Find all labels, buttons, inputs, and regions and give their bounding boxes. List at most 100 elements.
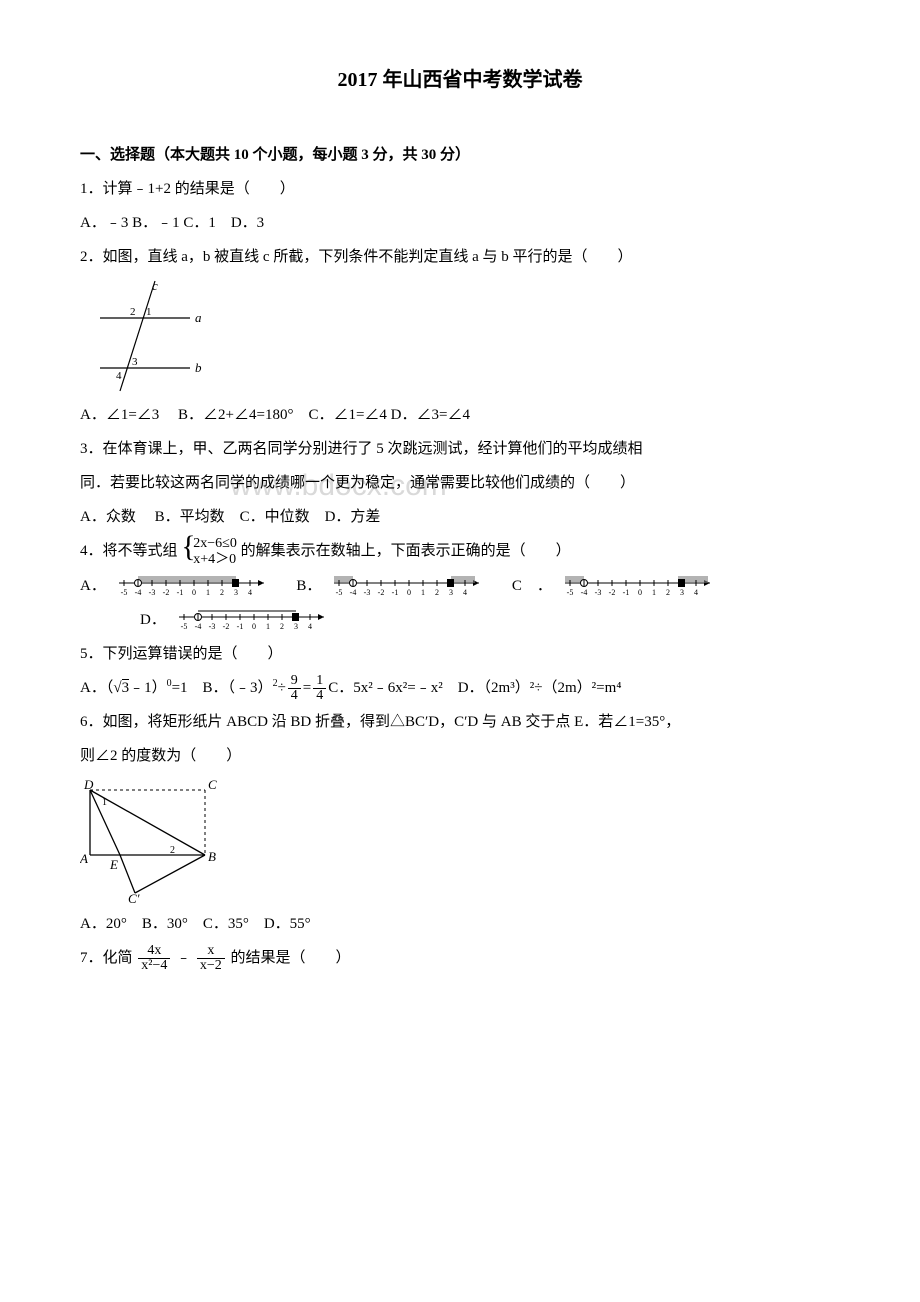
svg-text:-1: -1 (236, 622, 243, 631)
q4-opt-b-label: B． (296, 578, 321, 594)
svg-text:4: 4 (694, 588, 698, 597)
svg-text:-4: -4 (350, 588, 357, 597)
svg-text:-2: -2 (608, 588, 615, 597)
q5-stem: 5．下列运算错误的是（ ） (80, 639, 840, 669)
fold-rectangle-icon: D C A B E C′ 1 2 (80, 775, 230, 905)
sqrt3: 3 (122, 679, 130, 696)
q5-options: A．（√3﹣1）0=1 B．（﹣3）2÷94=14C．5x²﹣6x²=﹣x² D… (80, 673, 840, 703)
section-heading: 一、选择题（本大题共 10 个小题，每小题 3 分，共 30 分） (80, 140, 840, 170)
label-D: D (83, 777, 94, 792)
svg-text:-3: -3 (148, 588, 155, 597)
q2-figure: c a b 1 2 3 4 (80, 276, 840, 396)
frac-4x-x2-4: 4xx²−4 (138, 944, 170, 973)
svg-text:0: 0 (407, 588, 411, 597)
q6-stem-line2: 则∠2 的度数为（ ） (80, 741, 840, 771)
frac-1-4: 14 (313, 674, 326, 703)
numberline-b-icon: -5 -4 -3 -2 -1 0 1 2 3 4 (329, 573, 489, 601)
q4-opt-d-label: D． (140, 612, 166, 628)
q1-options: A．﹣3 B．﹣1 C．1 D．3 (80, 208, 840, 238)
q7-pre: 7．化简 (80, 950, 133, 966)
q3-stem-line2-text: 同．若要比较这两名同学的成绩哪一个更为稳定，通常需要比较他们成绩的（ ） (80, 475, 635, 491)
q7-post: 的结果是（ ） (231, 950, 351, 966)
svg-text:-5: -5 (336, 588, 343, 597)
svg-text:4: 4 (308, 622, 312, 631)
q4-options-row2: D． -5 -4 -3 -2 -1 0 1 2 3 4 (80, 605, 840, 635)
svg-text:-5: -5 (120, 588, 127, 597)
q4-stem: 4．将不等式组 2x−6≤0 x+4＞0 的解集表示在数轴上，下面表示正确的是（… (80, 536, 840, 567)
q3-options: A．众数 B．平均数 C．中位数 D．方差 (80, 502, 840, 532)
sys-row2: x+4＞0 (193, 552, 237, 567)
q4-stem-post: 的解集表示在数轴上，下面表示正确的是（ ） (241, 543, 571, 559)
label-C: C (208, 777, 217, 792)
label-4: 4 (116, 370, 122, 382)
svg-text:3: 3 (449, 588, 453, 597)
svg-text:1: 1 (266, 622, 270, 631)
label-B: B (208, 849, 216, 864)
svg-text:2: 2 (220, 588, 224, 597)
q6-figure: D C A B E C′ 1 2 (80, 775, 840, 905)
label-A: A (80, 851, 88, 866)
q5-a-mid: ﹣1） (129, 680, 167, 696)
svg-text:0: 0 (638, 588, 642, 597)
svg-text:3: 3 (680, 588, 684, 597)
q1-stem: 1．计算﹣1+2 的结果是（ ） (80, 174, 840, 204)
q4-stem-pre: 4．将不等式组 (80, 543, 178, 559)
q6-stem-line1: 6．如图，将矩形纸片 ABCD 沿 BD 折叠，得到△BC′D，C′D 与 AB… (80, 707, 840, 737)
svg-text:-2: -2 (162, 588, 169, 597)
svg-text:-2: -2 (378, 588, 385, 597)
svg-text:2: 2 (435, 588, 439, 597)
q4-options-row1: A． -5 -4 -3 -2 -1 0 1 2 3 4 B． -5 -4 -3 -2 -1 0 1 2 3 4 C … (80, 571, 840, 601)
page-title: 2017 年山西省中考数学试卷 (80, 60, 840, 100)
svg-text:-4: -4 (134, 588, 141, 597)
svg-text:2: 2 (280, 622, 284, 631)
q6-options: A．20° B．30° C．35° D．55° (80, 909, 840, 939)
label-Cprime: C′ (128, 891, 140, 905)
svg-text:-1: -1 (392, 588, 399, 597)
label-angle1: 1 (102, 797, 107, 808)
svg-text:1: 1 (421, 588, 425, 597)
q4-opt-a-label: A． (80, 578, 106, 594)
svg-text:-1: -1 (622, 588, 629, 597)
q2-stem: 2．如图，直线 a，b 被直线 c 所截，下列条件不能判定直线 a 与 b 平行… (80, 242, 840, 272)
svg-text:3: 3 (294, 622, 298, 631)
sys-row1: 2x−6≤0 (193, 536, 237, 551)
svg-text:3: 3 (234, 588, 238, 597)
numberline-d-icon: -5 -4 -3 -2 -1 0 1 2 3 4 (174, 607, 334, 635)
svg-text:-2: -2 (222, 622, 229, 631)
svg-text:-4: -4 (580, 588, 587, 597)
inequality-system: 2x−6≤0 x+4＞0 (181, 536, 237, 567)
svg-text:2: 2 (666, 588, 670, 597)
frac-9-4: 94 (288, 674, 301, 703)
label-b: b (195, 360, 202, 375)
q7-stem: 7．化简 4xx²−4 ﹣ xx−2 的结果是（ ） (80, 943, 840, 973)
svg-text:-3: -3 (594, 588, 601, 597)
numberline-a-icon: -5-4-3-2-101234 (114, 573, 274, 601)
q5-eq: = (303, 680, 311, 696)
svg-text:0: 0 (192, 588, 196, 597)
svg-text:-3: -3 (364, 588, 371, 597)
frac-x-x-2: xx−2 (197, 944, 225, 973)
svg-text:-5: -5 (566, 588, 573, 597)
q5-b-div: ÷ (278, 680, 286, 696)
q4-opt-c-label: C ． (512, 578, 552, 594)
svg-text:-3: -3 (208, 622, 215, 631)
q7-minus: ﹣ (176, 950, 191, 966)
svg-text:-5: -5 (180, 622, 187, 631)
transversal-diagram-icon: c a b 1 2 3 4 (80, 276, 210, 396)
q3-stem-line2: 同．若要比较这两名同学的成绩哪一个更为稳定，通常需要比较他们成绩的（ ） www… (80, 468, 840, 498)
label-1: 1 (146, 306, 152, 318)
q5-a-pre: A．（ (80, 680, 113, 696)
svg-text:-4: -4 (194, 622, 201, 631)
q3-stem-line1: 3．在体育课上，甲、乙两名同学分别进行了 5 次跳远测试，经计算他们的平均成绩相 (80, 434, 840, 464)
svg-text:1: 1 (206, 588, 210, 597)
q5-cd: C．5x²﹣6x²=﹣x² D．（2m³）²÷（2m）²=m⁴ (328, 680, 621, 696)
svg-text:0: 0 (252, 622, 256, 631)
svg-text:1: 1 (652, 588, 656, 597)
label-c: c (152, 278, 158, 293)
svg-text:-1: -1 (176, 588, 183, 597)
numberline-c-icon: -5 -4 -3 -2 -1 0 1 2 3 4 (560, 573, 720, 601)
label-E: E (109, 857, 118, 872)
label-angle2: 2 (170, 845, 175, 856)
svg-text:4: 4 (463, 588, 467, 597)
label-a: a (195, 310, 202, 325)
